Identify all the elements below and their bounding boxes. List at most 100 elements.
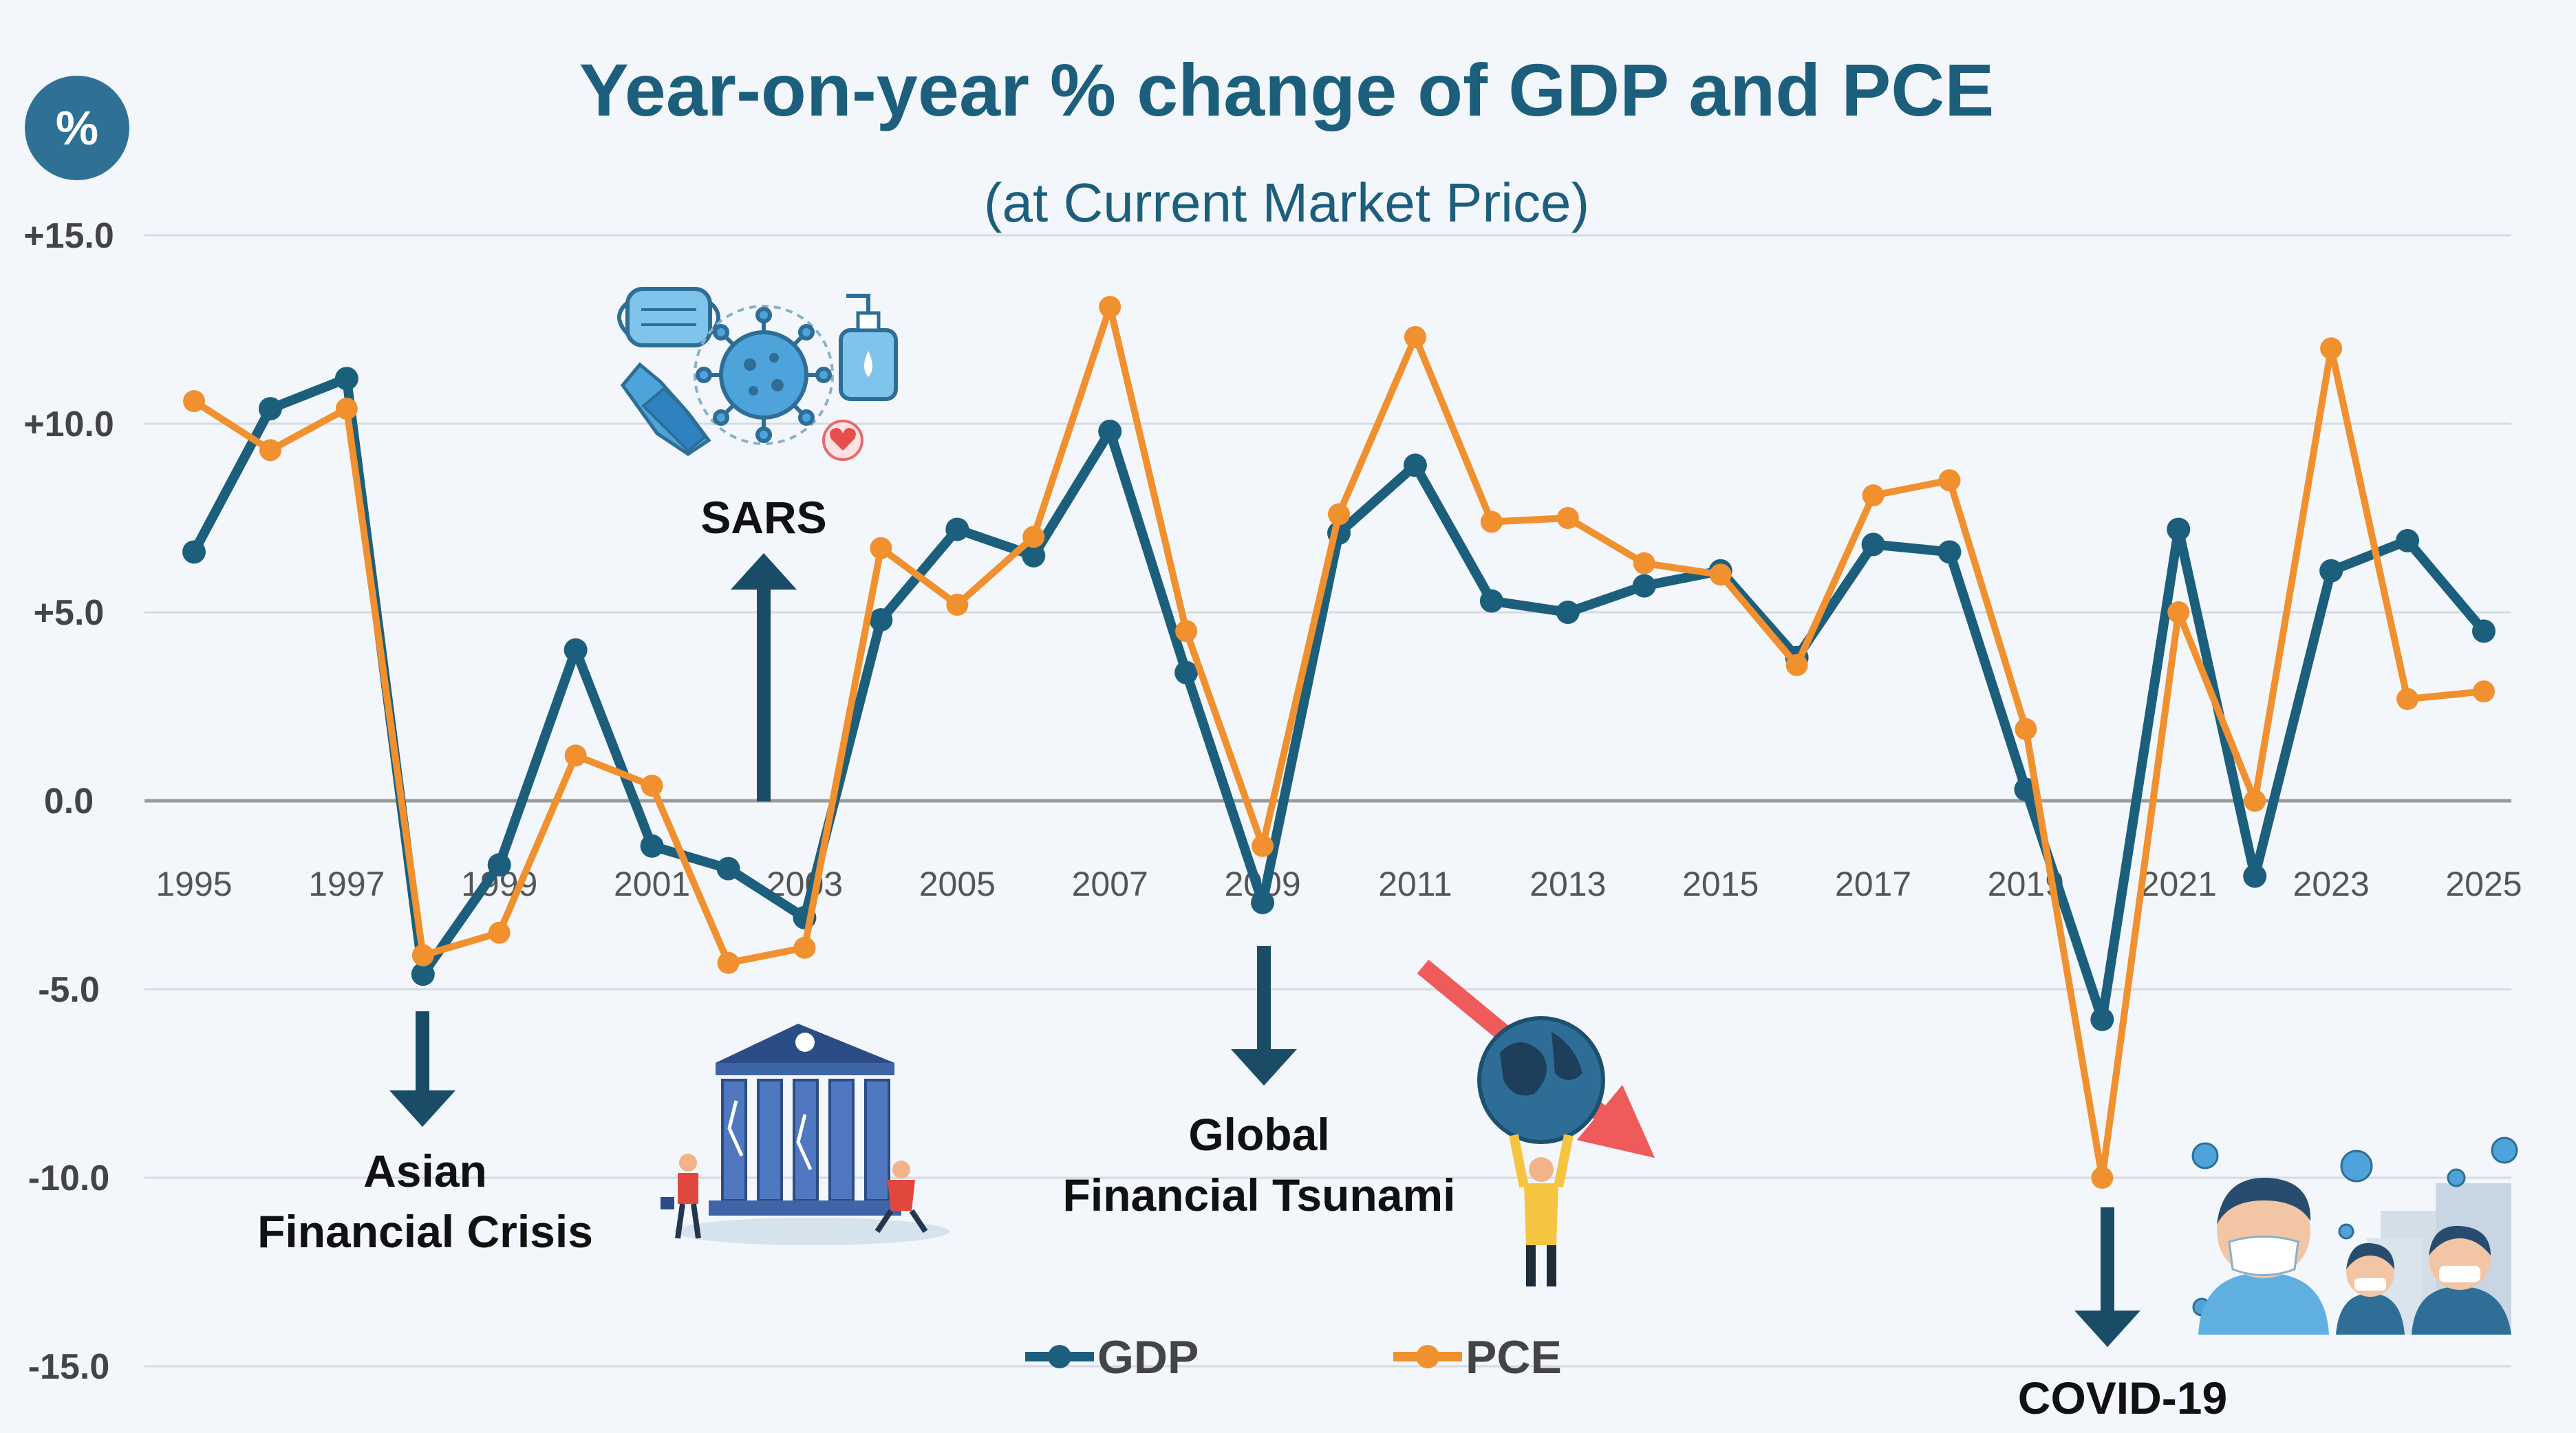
data-point-pce	[2091, 1167, 2114, 1189]
data-point-gdp	[2472, 619, 2496, 643]
data-point-gdp	[1632, 574, 1656, 598]
x-tick-label: 2025	[2445, 865, 2522, 903]
data-point-gdp	[2167, 517, 2191, 541]
annotation-covid: COVID-19	[2018, 1207, 2227, 1423]
x-tick-label: 2017	[1835, 865, 1911, 903]
series-layer	[182, 296, 2496, 1189]
sars-illustration	[617, 287, 898, 461]
data-point-pce	[564, 744, 587, 767]
legend-label: PCE	[1466, 1331, 1562, 1383]
x-tick-label: 2001	[614, 865, 690, 903]
data-point-pce	[1328, 503, 1350, 526]
data-point-gdp	[1479, 589, 1503, 613]
y-tick-label: +10.0	[23, 405, 114, 444]
data-point-gdp	[564, 638, 588, 662]
data-point-gdp	[1251, 890, 1275, 914]
x-tick-label: 2011	[1378, 865, 1452, 903]
data-point-gdp	[1938, 540, 1962, 564]
data-point-pce	[1633, 552, 1655, 574]
data-point-gdp	[1098, 419, 1122, 443]
annotation-arrow-head	[731, 553, 797, 590]
data-point-pce	[488, 921, 511, 944]
x-axis-ticks: 1995 1997 1999 2001 2003 2005 2007 2009 2011 2013…	[155, 865, 2522, 903]
data-point-pce	[1785, 654, 1808, 676]
data-point-gdp	[1861, 532, 1885, 557]
virus-icon	[694, 305, 834, 445]
data-point-pce	[1709, 563, 1732, 586]
data-point-pce	[2473, 680, 2495, 703]
gloves-icon	[620, 362, 711, 457]
data-point-pce	[1862, 484, 1885, 507]
data-point-pce	[1175, 620, 1198, 643]
x-tick-label: 2023	[2293, 865, 2370, 903]
data-point-pce	[183, 390, 205, 413]
x-tick-label: 1997	[308, 865, 385, 903]
person-stressed-icon	[661, 1154, 701, 1239]
data-point-gdp	[411, 962, 435, 987]
annotation-label: COVID-19	[2018, 1372, 2227, 1423]
series-gdp	[182, 367, 2496, 1031]
data-point-pce	[1938, 469, 1961, 492]
x-tick-label: 2005	[919, 865, 996, 903]
x-tick-label: 2021	[2140, 865, 2217, 903]
heart-icon	[822, 420, 863, 461]
percent-badge-circle	[25, 76, 129, 180]
data-point-gdp	[2090, 1007, 2114, 1031]
sanitizer-bottle-icon	[839, 294, 898, 401]
x-tick-label: 2013	[1530, 865, 1606, 903]
annotation-arrow-head	[2074, 1311, 2140, 1347]
data-point-gdp	[2243, 864, 2267, 888]
data-point-gdp	[487, 853, 511, 877]
people-with-masks-icon	[2191, 1136, 2518, 1335]
collapsing-bank-icon	[661, 1024, 949, 1245]
face-mask-icon	[617, 287, 720, 347]
data-point-gdp	[334, 367, 358, 391]
legend-item-gdp: GDP	[1025, 1331, 1199, 1383]
data-point-pce	[641, 775, 663, 797]
data-point-pce	[2320, 337, 2343, 360]
data-point-gdp	[640, 834, 664, 858]
data-point-pce	[1404, 325, 1426, 348]
y-tick-label: -10.0	[28, 1159, 110, 1198]
data-point-pce	[335, 398, 358, 420]
data-point-gdp	[2319, 559, 2343, 583]
legend-swatch-marker	[1048, 1345, 1071, 1368]
man-holding-globe-icon	[1417, 959, 1655, 1286]
data-point-pce	[793, 936, 816, 959]
annotation-sars: SARS	[700, 492, 827, 801]
grid	[144, 234, 2511, 1368]
data-point-pce	[2244, 790, 2266, 812]
y-tick-label: 0.0	[44, 782, 94, 821]
y-tick-label: +15.0	[23, 216, 114, 256]
chart-title: Year-on-year % change of GDP and PCE	[579, 48, 1995, 131]
person-falling-icon	[874, 1161, 928, 1233]
y-axis-ticks: +15.0 +10.0 +5.0 0.0 -5.0 -10.0 -15.0	[23, 216, 114, 1387]
series-line-pce	[192, 303, 2484, 1181]
data-point-gdp	[182, 540, 206, 564]
data-point-pce	[2167, 601, 2190, 623]
data-point-pce	[946, 594, 969, 616]
data-point-gdp	[1403, 453, 1427, 477]
legend: GDP PCE	[1025, 1331, 1562, 1383]
data-point-gdp	[258, 397, 282, 421]
legend-label: GDP	[1097, 1331, 1199, 1383]
annotation-asian: Asian Financial Crisis	[257, 1011, 593, 1257]
x-tick-label: 1995	[155, 865, 232, 903]
data-point-gdp	[1022, 543, 1046, 568]
annotation-arrow-head	[389, 1090, 455, 1127]
annotation-label: SARS	[700, 492, 826, 543]
data-point-gdp	[2396, 528, 2420, 552]
x-tick-label: 2007	[1072, 865, 1148, 903]
data-point-pce	[870, 537, 892, 559]
annotation-label: Asian Financial Crisis	[257, 1145, 593, 1257]
data-point-pce	[1480, 510, 1503, 533]
annotation-arrow-head	[1231, 1049, 1297, 1086]
data-point-gdp	[1556, 601, 1580, 624]
data-point-gdp	[716, 856, 740, 881]
y-tick-label: -15.0	[28, 1347, 110, 1387]
chart-subtitle: (at Current Market Price)	[984, 172, 1589, 233]
data-point-gdp	[945, 517, 969, 541]
legend-item-pce: PCE	[1393, 1331, 1562, 1383]
